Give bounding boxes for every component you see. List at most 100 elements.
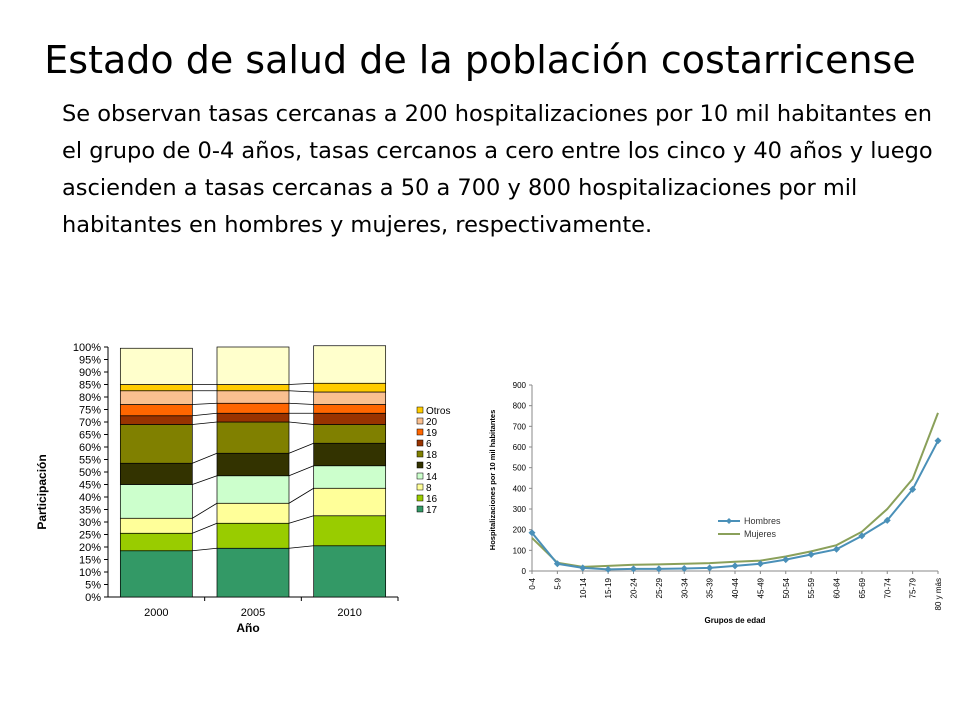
data-point-hombres [934, 437, 942, 445]
x-tick-label: 80 y más [934, 578, 943, 610]
legend-label-17: 17 [426, 505, 438, 516]
legend-marker-hombres [726, 518, 732, 524]
x-tick-label: 15-19 [604, 577, 613, 598]
data-point-hombres [807, 550, 815, 558]
legend-label-Otros: Otros [426, 406, 450, 417]
data-point-hombres [756, 560, 764, 568]
bar-segment-19 [216, 402, 290, 414]
bar-segment-17 [313, 545, 387, 598]
series-connector-line [192, 547, 218, 552]
data-point-hombres [883, 516, 891, 524]
series-connector-line [192, 475, 218, 485]
y-tick-label: 5% [85, 580, 101, 592]
x-tick-label: 30-34 [680, 577, 689, 598]
bar-segment-18 [216, 421, 290, 454]
bar-segment-17 [216, 547, 290, 598]
y-tick-label: 300 [513, 505, 527, 514]
legend-swatch-3 [416, 461, 424, 469]
y-tick-label: 600 [513, 443, 527, 452]
series-connector-line [288, 515, 314, 524]
data-point-hombres [706, 564, 714, 572]
legend-label-mujeres: Mujeres [744, 529, 777, 539]
bar-segment-Otros [216, 384, 290, 392]
bar-segment-8 [216, 502, 290, 524]
y-tick-label: 95% [79, 355, 101, 367]
y-tick-label: 45% [79, 480, 101, 492]
y-tick-label: 70% [79, 417, 101, 429]
bar-segment-20 [119, 390, 193, 405]
y-tick-label: 100 [513, 546, 527, 555]
series-line-hombres [531, 440, 939, 571]
legend-swatch-14 [416, 472, 424, 480]
legend-swatch-Otros [416, 406, 424, 414]
legend-swatch-6 [416, 439, 424, 447]
series-connector-line [288, 390, 314, 393]
series-connector-line [288, 545, 314, 549]
x-tick-label: 2000 [144, 607, 168, 619]
legend-label-3: 3 [426, 461, 432, 472]
y-tick-label: 65% [79, 430, 101, 442]
y-tick-label: 30% [79, 517, 101, 529]
bar-segment-16 [313, 515, 387, 547]
legend-swatch-8 [416, 483, 424, 491]
bar-segment-18 [119, 424, 193, 464]
x-tick-label: 50-54 [782, 577, 791, 598]
legend-swatch-20 [416, 417, 424, 425]
series-connector-line [288, 382, 314, 385]
x-tick-label: 60-64 [833, 577, 842, 598]
y-tick-label: 100% [73, 342, 101, 354]
x-tick-label: 10-14 [579, 577, 588, 598]
x-tick-label: 2010 [337, 607, 361, 619]
slide-title: Estado de salud de la población costarri… [44, 38, 916, 82]
series-connector-line [288, 402, 314, 405]
x-axis-title: Grupos de edad [705, 616, 766, 625]
bar-segment-top [119, 347, 193, 385]
series-connector-line [192, 522, 218, 534]
x-tick-label: 55-59 [807, 577, 816, 598]
bar-segment-14 [313, 465, 387, 489]
data-point-hombres [858, 532, 866, 540]
x-tick-label: 40-44 [731, 577, 740, 598]
y-tick-label: 35% [79, 505, 101, 517]
y-tick-label: 50% [79, 467, 101, 479]
bar-segment-16 [119, 532, 193, 552]
data-point-hombres [909, 485, 917, 493]
y-tick-label: 900 [513, 381, 527, 390]
x-tick-label: 25-29 [655, 577, 664, 598]
x-tick-label: 5-9 [553, 577, 562, 589]
x-axis-title: Año [236, 621, 259, 635]
y-axis-title: Participación [35, 454, 49, 529]
y-tick-label: 60% [79, 442, 101, 454]
bar-segment-3 [119, 462, 193, 485]
data-point-hombres [680, 565, 688, 573]
bar-segment-20 [313, 391, 387, 405]
data-point-hombres [833, 545, 840, 553]
y-tick-label: 800 [513, 402, 527, 411]
y-tick-label: 0 [522, 567, 527, 576]
bar-segment-8 [313, 487, 387, 517]
x-tick-label: 70-74 [883, 577, 892, 598]
stacked-bar-chart: 0%5%10%15%20%25%30%35%40%45%50%55%60%65%… [35, 342, 450, 635]
x-tick-label: 20-24 [630, 577, 639, 598]
legend-label-hombres: Hombres [744, 516, 781, 526]
y-tick-label: 85% [79, 380, 101, 392]
y-tick-label: 0% [85, 592, 101, 604]
x-tick-label: 45-49 [756, 577, 765, 598]
legend-swatch-16 [416, 494, 424, 502]
bar-segment-16 [216, 522, 290, 549]
data-point-hombres [782, 556, 790, 564]
y-tick-label: 500 [513, 464, 527, 473]
series-connector-line [192, 502, 218, 519]
legend-label-20: 20 [426, 417, 438, 428]
series-connector-line [192, 412, 218, 417]
y-tick-label: 40% [79, 492, 101, 504]
series-line-mujeres [531, 412, 939, 568]
series-connector-line [288, 421, 314, 425]
slide-body-text: Se observan tasas cercanas a 200 hospita… [62, 101, 933, 238]
data-point-hombres [604, 565, 612, 573]
bar-segment-3 [216, 452, 290, 477]
x-tick-label: 2005 [241, 607, 265, 619]
legend-swatch-17 [416, 505, 424, 513]
data-point-hombres [731, 562, 739, 570]
bar-segment-18 [313, 424, 387, 444]
